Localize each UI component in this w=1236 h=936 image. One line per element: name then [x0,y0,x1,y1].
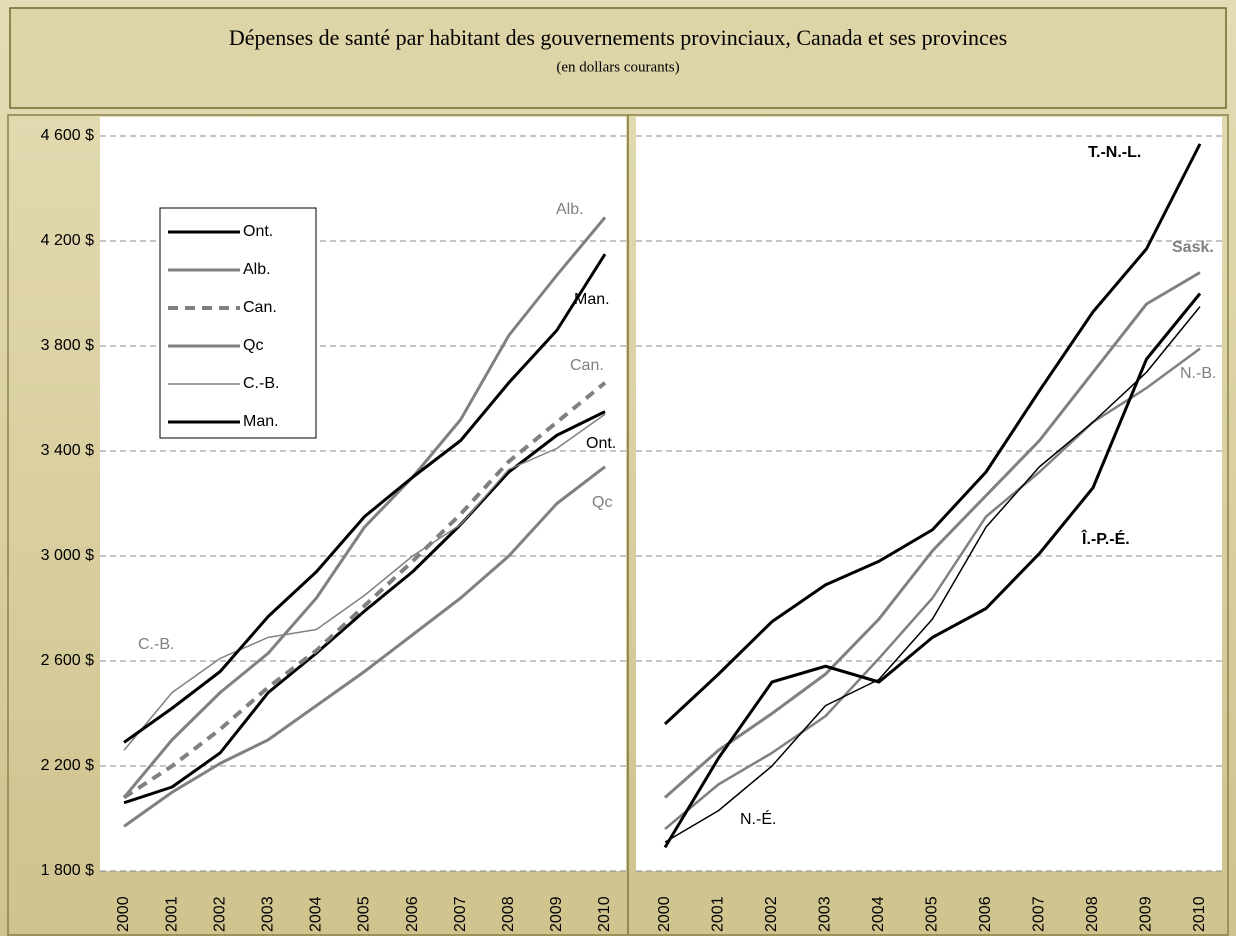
series-line [123,253,607,744]
x-tick-label: 2001 [163,896,180,932]
series-label: Sask. [1172,239,1214,256]
x-tick-label: 2003 [817,896,834,932]
plot-area [636,117,1222,871]
series-line [663,292,1202,849]
legend-label: C.-B. [243,375,279,392]
chart-title: Dépenses de santé par habitant des gouve… [229,25,1007,50]
x-tick-label: 2010 [596,896,613,932]
series-line [664,306,1201,843]
series-line [664,347,1201,830]
legend-label: Ont. [243,223,273,240]
x-tick-label: 2003 [260,896,277,932]
y-tick-label: 3 000 $ [41,547,94,564]
series-label: Alb. [556,201,584,218]
x-tick-label: 2000 [115,896,132,932]
y-tick-label: 1 800 $ [41,862,94,879]
series-line [123,465,606,828]
x-tick-label: 2004 [308,896,325,932]
x-tick-label: 2008 [500,896,517,932]
series-label: Ont. [586,435,616,452]
series-line [122,381,607,800]
y-tick-label: 2 200 $ [41,757,94,774]
y-tick-label: 4 200 $ [41,232,94,249]
x-tick-label: 2009 [1138,896,1155,932]
series-line [122,216,607,799]
x-tick-label: 2001 [710,896,727,932]
legend-label: Can. [243,299,277,316]
x-tick-label: 2005 [924,896,941,932]
y-tick-label: 3 800 $ [41,337,94,354]
chart-subtitle: (en dollars courants) [556,59,679,75]
y-tick-label: 3 400 $ [41,442,94,459]
series-label: Qc [592,494,612,511]
legend-box [159,207,317,439]
y-tick-label: 2 600 $ [41,652,94,669]
legend-label: Alb. [243,261,271,278]
legend-label: Qc [243,337,263,354]
series-label: Man. [574,291,610,308]
series-line [663,143,1202,726]
series-label: N.-É. [740,809,776,828]
x-tick-label: 2005 [356,896,373,932]
series-line [123,410,606,805]
series-label: T.-N.-L. [1088,144,1141,161]
series-label: N.-B. [1180,365,1216,382]
panel-frame [627,114,1229,936]
x-tick-label: 2002 [211,896,228,932]
x-tick-label: 2000 [656,896,673,932]
x-tick-label: 2007 [1031,896,1048,932]
x-tick-label: 2002 [763,896,780,932]
title-box [9,7,1227,109]
series-label: Can. [570,357,604,374]
x-tick-label: 2010 [1191,896,1208,932]
y-tick-label: 4 600 $ [41,127,94,144]
series-label: Î.-P.-É. [1081,529,1130,548]
x-tick-label: 2004 [870,896,887,932]
series-line [123,413,606,751]
series-line [664,271,1201,799]
x-tick-label: 2008 [1084,896,1101,932]
x-tick-label: 2006 [977,896,994,932]
legend-label: Man. [243,413,279,430]
x-tick-label: 2009 [548,896,565,932]
x-tick-label: 2006 [404,896,421,932]
series-label: C.-B. [138,636,174,653]
x-tick-label: 2007 [452,896,469,932]
